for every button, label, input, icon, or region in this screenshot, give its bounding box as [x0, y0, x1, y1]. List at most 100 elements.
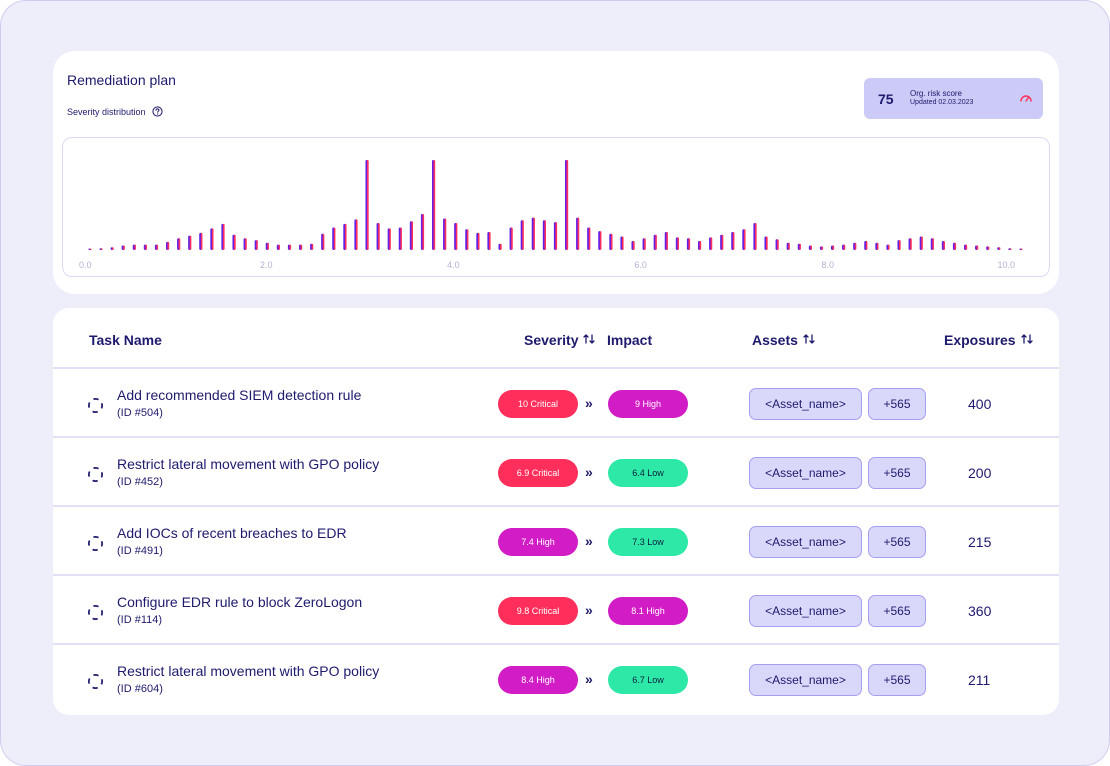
table-row[interactable]: Restrict lateral movement with GPO polic… — [53, 438, 1059, 507]
histogram-bar — [675, 237, 680, 250]
sort-icon[interactable] — [803, 334, 815, 344]
histogram-bar — [177, 238, 181, 250]
more-assets-chip[interactable]: +565 — [868, 526, 926, 558]
task-name[interactable]: Configure EDR rule to block ZeroLogon — [117, 594, 363, 610]
table-row[interactable]: Add recommended SIEM detection rule (ID … — [53, 369, 1059, 438]
histogram-bar — [287, 244, 292, 250]
pending-status-icon[interactable] — [87, 673, 104, 690]
histogram-bar — [276, 244, 281, 250]
x-tick-label: 8.0 — [822, 260, 835, 270]
column-header-assets[interactable]: Assets — [752, 332, 815, 348]
histogram-bar — [930, 238, 934, 250]
exposures-count: 211 — [968, 672, 991, 688]
histogram-bar — [952, 242, 957, 250]
histogram-bar — [908, 238, 912, 250]
histogram-bar — [509, 227, 513, 250]
histogram-bar — [143, 244, 148, 250]
impact-badge: 9 High — [608, 390, 688, 418]
histogram-bar — [99, 248, 103, 250]
impact-badge: 6.7 Low — [608, 666, 688, 694]
histogram-bar — [886, 244, 890, 250]
risk-score-value: 75 — [878, 91, 894, 107]
severity-distribution-chart: 0.0 2.0 4.0 6.0 8.0 10.0 — [62, 137, 1050, 277]
histogram-bar — [298, 244, 303, 250]
severity-badge: 7.4 High — [498, 528, 578, 556]
column-header-impact[interactable]: Impact — [607, 332, 653, 348]
pending-status-icon[interactable] — [87, 397, 104, 414]
histogram-bar — [553, 222, 558, 250]
chevron-double-right-icon: » — [585, 671, 593, 687]
column-header-task-name[interactable]: Task Name — [89, 332, 162, 348]
asset-chip[interactable]: <Asset_name> — [749, 595, 862, 627]
task-name[interactable]: Add recommended SIEM detection rule — [117, 387, 362, 403]
chevron-double-right-icon: » — [585, 395, 593, 411]
histogram-bar — [797, 243, 801, 250]
histogram-bar — [254, 240, 258, 250]
histogram-bar — [343, 223, 347, 250]
x-tick-label: 0.0 — [79, 260, 92, 270]
pending-status-icon[interactable] — [87, 604, 104, 621]
histogram-bar — [697, 241, 702, 250]
gauge-icon — [1020, 95, 1032, 102]
task-id: (ID #491) — [117, 545, 163, 557]
histogram-bar — [232, 234, 236, 250]
more-assets-chip[interactable]: +565 — [868, 457, 926, 489]
sort-icon[interactable] — [1020, 334, 1033, 344]
histogram-bar — [564, 160, 569, 250]
more-assets-chip[interactable]: +565 — [868, 388, 926, 420]
histogram-bar — [454, 223, 458, 250]
more-assets-chip[interactable]: +565 — [868, 664, 926, 696]
histogram-bar — [875, 242, 879, 250]
histogram-bar — [420, 214, 425, 250]
histogram-bar — [321, 233, 325, 250]
chevron-double-right-icon: » — [585, 533, 593, 549]
histogram-bar — [941, 241, 946, 250]
sort-icon[interactable] — [583, 334, 596, 344]
severity-histogram: 0.0 2.0 4.0 6.0 8.0 10.0 — [79, 160, 1023, 270]
help-icon[interactable] — [151, 106, 163, 117]
org-risk-score-card[interactable]: 75 Org. risk score Updated 02.03.2023 — [864, 78, 1043, 119]
x-tick-label: 10.0 — [997, 260, 1015, 270]
task-id: (ID #114) — [117, 614, 163, 626]
task-name[interactable]: Add IOCs of recent breaches to EDR — [117, 525, 347, 541]
histogram-bar — [664, 232, 668, 250]
asset-chip[interactable]: <Asset_name> — [749, 388, 862, 420]
column-header-severity[interactable]: Severity — [524, 332, 596, 348]
histogram-bar — [997, 247, 1001, 250]
task-name[interactable]: Restrict lateral movement with GPO polic… — [117, 456, 380, 472]
histogram-bar — [576, 217, 580, 250]
histogram-bar — [121, 245, 125, 250]
histogram-bar — [775, 239, 779, 250]
severity-distribution-heading: Severity distribution — [67, 106, 163, 117]
histogram-bar — [88, 248, 92, 250]
table-row[interactable]: Add IOCs of recent breaches to EDR (ID #… — [53, 507, 1059, 576]
histogram-bar — [709, 237, 713, 250]
histogram-bar — [631, 241, 635, 250]
histogram-bar — [919, 236, 923, 250]
asset-chip[interactable]: <Asset_name> — [749, 457, 862, 489]
task-name[interactable]: Restrict lateral movement with GPO polic… — [117, 663, 380, 679]
histogram-bar — [465, 229, 469, 250]
pending-status-icon[interactable] — [87, 466, 104, 483]
histogram-bar — [188, 235, 192, 250]
impact-badge: 7.3 Low — [608, 528, 688, 556]
table-row[interactable]: Configure EDR rule to block ZeroLogon (I… — [53, 576, 1059, 645]
histogram-bar — [520, 220, 524, 250]
histogram-bar — [487, 232, 491, 250]
histogram-bar — [864, 241, 868, 250]
histogram-bar — [354, 219, 358, 250]
asset-chip[interactable]: <Asset_name> — [749, 664, 862, 696]
asset-chip[interactable]: <Asset_name> — [749, 526, 862, 558]
histogram-bar — [764, 236, 768, 250]
column-header-exposures[interactable]: Exposures — [944, 332, 1033, 348]
histogram-bar — [165, 241, 170, 250]
pending-status-icon[interactable] — [87, 535, 104, 552]
more-assets-chip[interactable]: +565 — [868, 595, 926, 627]
severity-distribution-label: Severity distribution — [67, 106, 146, 117]
x-tick-label: 4.0 — [447, 260, 460, 270]
table-row[interactable]: Restrict lateral movement with GPO polic… — [53, 645, 1059, 714]
histogram-bar — [387, 228, 391, 250]
assets-header-label: Assets — [752, 332, 798, 348]
x-tick-label: 2.0 — [260, 260, 273, 270]
